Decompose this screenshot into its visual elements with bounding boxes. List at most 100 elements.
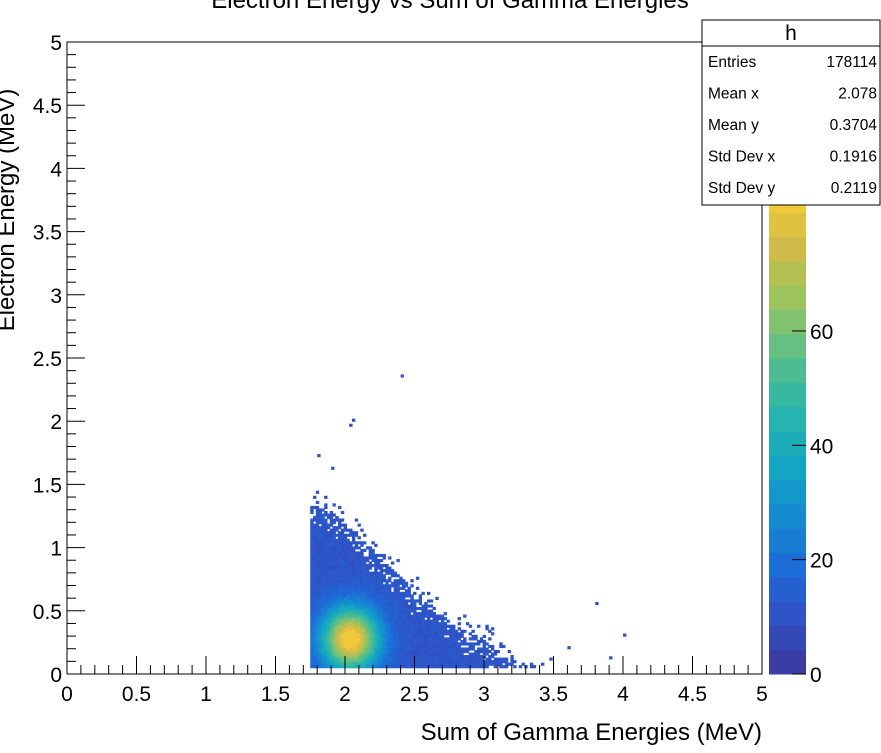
heatmap-cell xyxy=(371,639,375,643)
heatmap-cell xyxy=(385,591,389,595)
heatmap-cell xyxy=(351,617,356,621)
heatmap-cell xyxy=(338,558,342,563)
heatmap-cell xyxy=(443,617,448,621)
heatmap-cell xyxy=(315,533,320,537)
heatmap-cell xyxy=(318,538,322,542)
heatmap-cell xyxy=(490,662,495,666)
heatmap-cell xyxy=(388,649,392,654)
heatmap-cell xyxy=(390,665,395,669)
heatmap-cell xyxy=(396,657,400,661)
heatmap-cell xyxy=(393,632,398,636)
color-scale-step xyxy=(769,382,806,408)
heatmap-cell xyxy=(335,548,339,552)
heatmap-cell xyxy=(318,607,322,611)
heatmap-cell xyxy=(326,556,331,560)
heatmap-cell xyxy=(368,564,373,568)
heatmap-cell xyxy=(457,642,461,646)
heatmap-cell xyxy=(349,644,353,649)
heatmap-cell xyxy=(363,589,367,593)
heatmap-cell xyxy=(321,518,325,522)
heatmap-cell xyxy=(507,649,512,654)
heatmap-cell xyxy=(329,541,334,545)
heatmap-cell xyxy=(335,518,339,522)
heatmap-cell xyxy=(346,619,350,623)
heatmap-cell xyxy=(315,637,320,641)
heatmap-cell xyxy=(385,612,389,616)
heatmap-cell xyxy=(351,639,356,643)
heatmap-cell xyxy=(385,569,389,573)
heatmap-cell xyxy=(388,601,392,606)
heatmap-cell xyxy=(343,536,347,540)
heatmap-cell xyxy=(382,564,386,568)
heatmap-cell xyxy=(349,561,353,565)
heatmap-cell xyxy=(329,571,334,575)
heatmap-cell xyxy=(410,652,414,656)
heatmap-cell xyxy=(468,652,473,656)
heatmap-cell xyxy=(396,660,400,664)
heatmap-cell xyxy=(310,644,314,649)
heatmap-cell xyxy=(460,655,464,659)
heatmap-cell xyxy=(329,513,334,517)
heatmap-cell xyxy=(324,617,328,621)
heatmap-cell xyxy=(354,607,359,611)
heatmap-cell xyxy=(401,660,406,664)
heatmap-cell xyxy=(332,624,336,628)
heatmap-cell xyxy=(321,596,325,601)
heatmap-cell xyxy=(360,601,364,606)
heatmap-cell xyxy=(429,647,434,651)
heatmap-cell xyxy=(368,622,373,626)
heatmap-cell xyxy=(435,627,439,631)
heatmap-cell xyxy=(315,508,320,512)
heatmap-cell xyxy=(326,538,331,542)
heatmap-cell xyxy=(371,632,375,636)
heatmap-cell xyxy=(396,655,400,659)
heatmap-cell xyxy=(310,533,314,537)
heatmap-cell xyxy=(404,657,409,661)
heatmap-cell xyxy=(460,639,464,643)
heatmap-cell xyxy=(332,596,336,601)
heatmap-cell xyxy=(493,662,498,666)
heatmap-cell xyxy=(410,637,414,641)
heatmap-cell xyxy=(349,634,353,638)
heatmap-cell xyxy=(376,594,381,598)
heatmap-cell xyxy=(404,642,409,646)
heatmap-cell xyxy=(363,576,367,580)
heatmap-cell xyxy=(410,622,414,626)
heatmap-cell xyxy=(477,665,481,669)
heatmap-cell xyxy=(418,617,423,621)
heatmap-cell xyxy=(343,614,347,618)
heatmap-cell xyxy=(388,662,392,666)
heatmap-cell xyxy=(376,629,381,633)
heatmap-cell xyxy=(313,647,317,651)
heatmap-cell xyxy=(349,639,353,643)
heatmap-cell xyxy=(368,629,373,633)
heatmap-cell xyxy=(354,614,359,618)
heatmap-cell xyxy=(357,523,361,527)
heatmap-cell xyxy=(340,586,345,590)
heatmap-cell xyxy=(363,624,367,628)
heatmap-cell xyxy=(432,622,436,626)
heatmap-cell xyxy=(440,619,445,623)
heatmap-cell xyxy=(324,576,328,580)
heatmap-cell xyxy=(354,639,359,643)
heatmap-cell xyxy=(324,665,328,669)
heatmap-cell xyxy=(379,574,384,578)
heatmap-cell xyxy=(365,617,370,621)
heatmap-cell xyxy=(368,624,373,628)
heatmap-cell xyxy=(368,632,373,636)
heatmap-cell xyxy=(393,574,398,578)
heatmap-cell xyxy=(385,637,389,641)
heatmap-cell xyxy=(390,629,395,633)
heatmap-cell xyxy=(340,574,345,578)
heatmap-cell xyxy=(365,639,370,643)
heatmap-cell xyxy=(340,566,345,570)
heatmap-cell xyxy=(335,642,339,646)
heatmap-cell xyxy=(346,579,350,583)
heatmap-cell xyxy=(349,584,353,588)
heatmap-cell xyxy=(463,655,467,659)
heatmap-cell xyxy=(310,619,314,623)
heatmap-cell xyxy=(432,632,436,636)
heatmap-cell xyxy=(329,612,334,616)
heatmap-cell xyxy=(321,516,325,520)
